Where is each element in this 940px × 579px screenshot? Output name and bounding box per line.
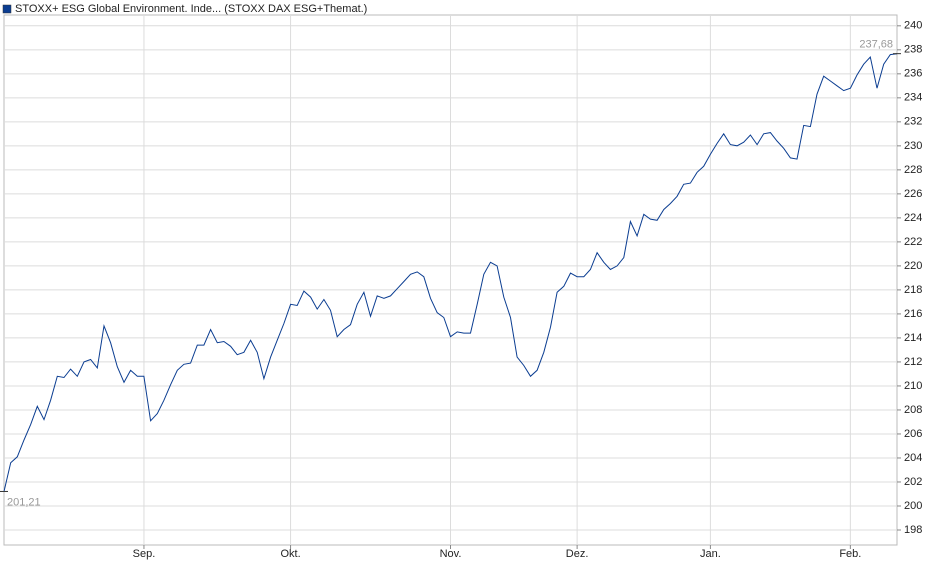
legend-label: STOXX+ ESG Global Environment. Inde... (… [15, 3, 367, 15]
y-tick-label: 220 [904, 260, 922, 272]
y-tick-label: 228 [904, 164, 922, 176]
y-tick-label: 212 [904, 356, 922, 368]
y-tick-label: 210 [904, 380, 922, 392]
y-tick-label: 234 [904, 92, 922, 104]
y-tick-label: 198 [904, 524, 922, 536]
y-tick-label: 216 [904, 308, 922, 320]
value-label: 237,68 [859, 39, 893, 51]
y-tick-label: 230 [904, 140, 922, 152]
y-tick-label: 226 [904, 188, 922, 200]
y-tick-label: 222 [904, 236, 922, 248]
y-tick-label: 218 [904, 284, 922, 296]
value-label: 201,21 [7, 496, 41, 508]
y-tick-label: 200 [904, 500, 922, 512]
x-tick-label: Jan. [700, 548, 721, 560]
legend-swatch [2, 4, 12, 14]
y-tick-label: 238 [904, 44, 922, 56]
y-tick-label: 208 [904, 404, 922, 416]
x-tick-label: Feb. [839, 548, 861, 560]
y-tick-label: 204 [904, 452, 922, 464]
y-tick-label: 224 [904, 212, 922, 224]
y-tick-label: 206 [904, 428, 922, 440]
y-tick-label: 232 [904, 116, 922, 128]
y-tick-label: 236 [904, 68, 922, 80]
y-tick-label: 214 [904, 332, 922, 344]
y-tick-label: 240 [904, 20, 922, 32]
x-tick-label: Dez. [566, 548, 589, 560]
y-tick-label: 202 [904, 476, 922, 488]
line [3, 53, 898, 492]
x-tick-label: Nov. [440, 548, 462, 560]
x-tick-label: Sep. [133, 548, 156, 560]
x-tick-label: Okt. [280, 548, 300, 560]
